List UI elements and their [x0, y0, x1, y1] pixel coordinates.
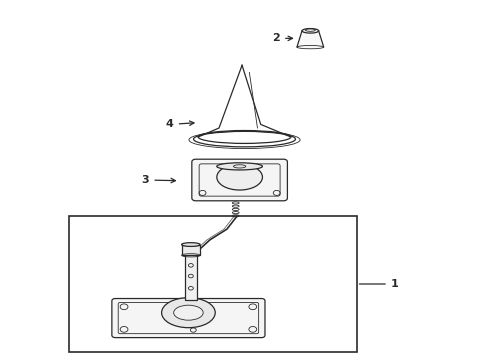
Ellipse shape: [296, 45, 323, 49]
Polygon shape: [296, 31, 323, 47]
FancyBboxPatch shape: [191, 159, 287, 201]
Ellipse shape: [216, 163, 262, 170]
Ellipse shape: [302, 28, 318, 33]
Ellipse shape: [173, 305, 203, 320]
Bar: [181, 244, 200, 255]
Text: 1: 1: [359, 279, 398, 289]
Bar: [69, 216, 356, 352]
Ellipse shape: [216, 164, 262, 190]
Text: 4: 4: [165, 120, 194, 129]
Bar: [184, 252, 197, 301]
FancyBboxPatch shape: [112, 298, 264, 338]
Ellipse shape: [161, 298, 215, 328]
Text: 3: 3: [142, 175, 175, 185]
Text: 2: 2: [272, 33, 292, 43]
Ellipse shape: [181, 243, 200, 247]
